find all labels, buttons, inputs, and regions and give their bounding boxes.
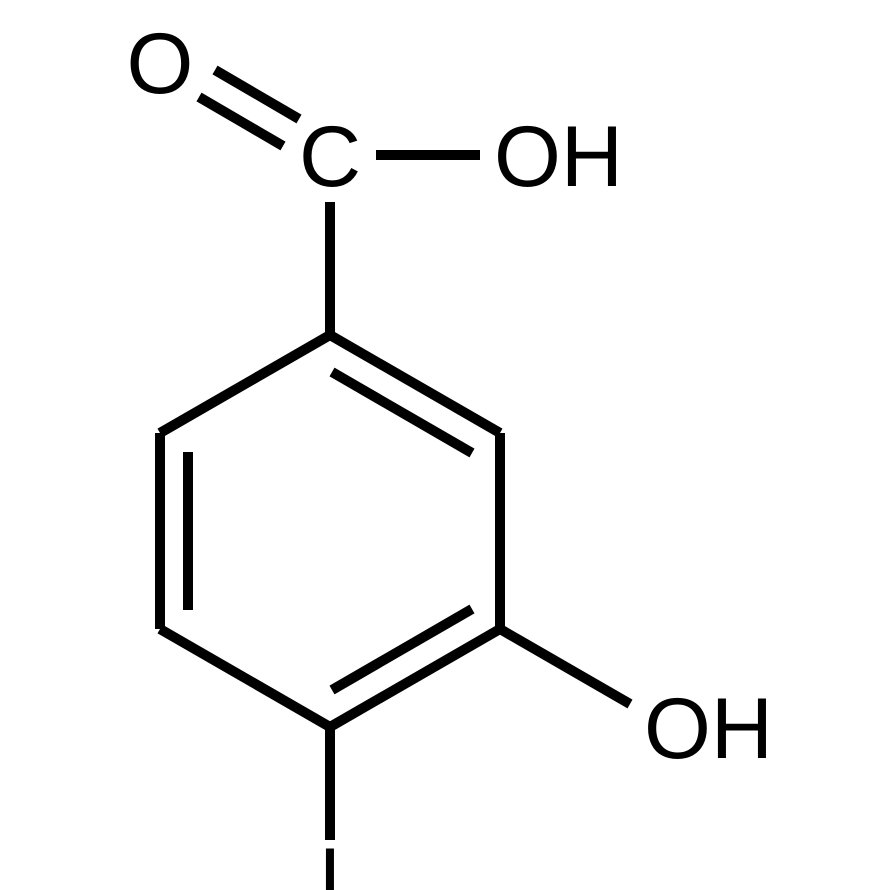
atom-o-double: O bbox=[127, 16, 194, 112]
bond-c4-c5 bbox=[160, 629, 330, 727]
atom-c-carboxyl: C bbox=[299, 109, 361, 205]
bond-c3-oh bbox=[500, 629, 630, 704]
atom-oh-carboxyl: OH bbox=[494, 109, 623, 205]
molecule-diagram: O C OH OH I bbox=[0, 0, 890, 890]
bond-c3-c4-inner bbox=[332, 609, 472, 690]
carboxyl-double-bond bbox=[199, 70, 299, 146]
bond-c6-c1 bbox=[160, 335, 330, 433]
benzene-ring bbox=[160, 335, 500, 727]
atom-i: I bbox=[318, 831, 342, 890]
bond-c1-c2-inner bbox=[332, 372, 472, 453]
atom-oh-ring: OH bbox=[644, 681, 773, 777]
